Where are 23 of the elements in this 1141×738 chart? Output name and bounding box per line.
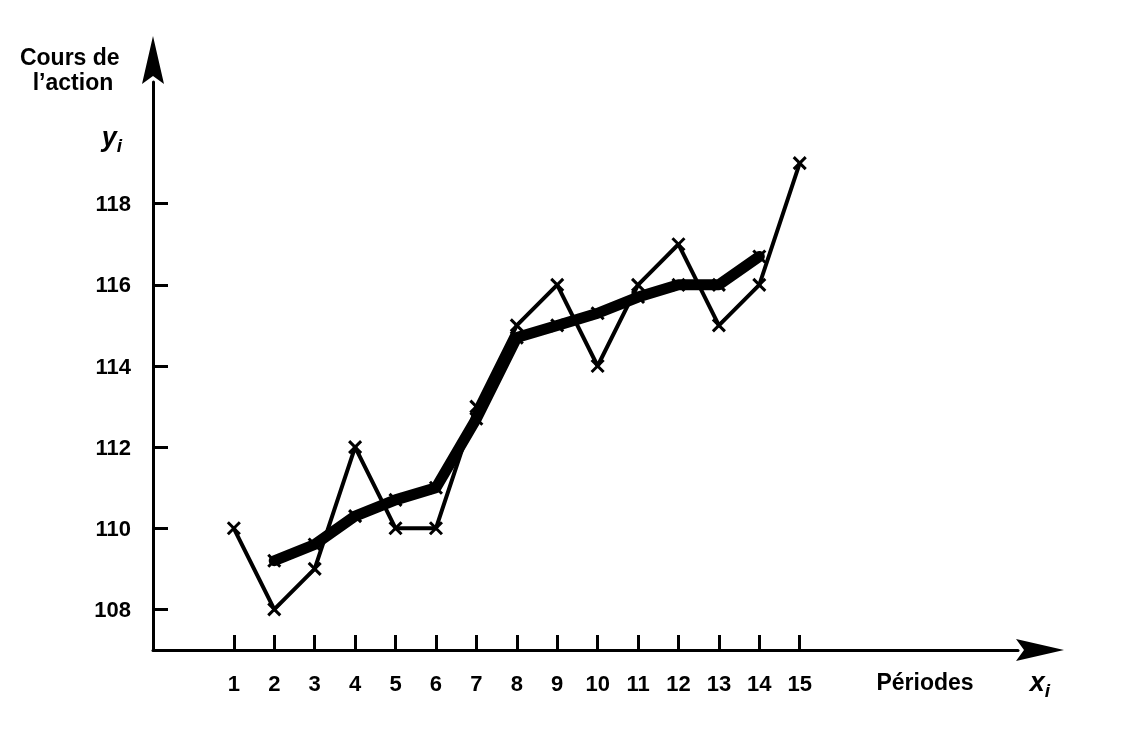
x-tick-label: 8 (510, 670, 523, 696)
x-tick-label: 13 (706, 670, 732, 696)
x-tick-label: 10 (585, 670, 610, 696)
x-tick-label: 6 (429, 670, 443, 696)
x-tick-label: 11 (626, 670, 650, 696)
x-tick-label: 4 (348, 670, 362, 696)
x-tick-label: 15 (787, 670, 812, 696)
x-tick-label: 7 (470, 670, 483, 696)
x-axis-title: Périodes (876, 669, 974, 695)
y-tick-label: 112 (95, 434, 131, 460)
y-tick-label: 116 (95, 272, 131, 298)
x-tick-label: 2 (268, 670, 281, 696)
y-axis-title: Cours de l’action (19, 43, 127, 95)
x-tick-label: 3 (308, 670, 321, 696)
x-tick-label: 9 (551, 670, 564, 696)
y-tick-label: 114 (95, 353, 132, 379)
x-tick-label: 12 (666, 670, 691, 696)
x-tick-label: 5 (389, 670, 402, 696)
y-tick-label: 118 (95, 191, 131, 217)
y-tick-label: 108 (94, 596, 131, 622)
x-tick-label: 1 (227, 670, 240, 696)
y-tick-label: 110 (95, 515, 131, 541)
x-tick-label: 14 (747, 670, 773, 696)
